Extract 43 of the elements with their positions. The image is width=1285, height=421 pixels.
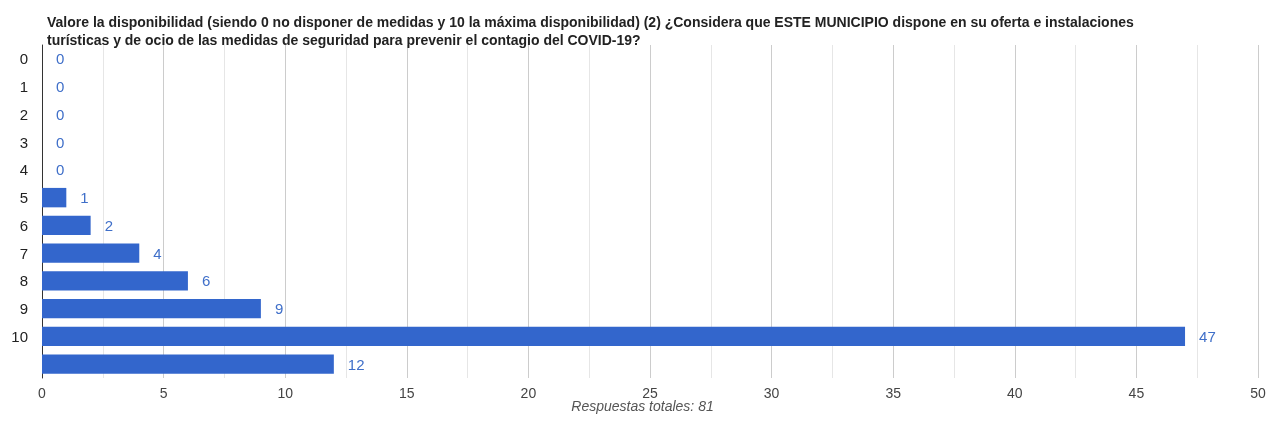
x-tick-label: 25: [642, 385, 658, 401]
y-tick-label: 9: [19, 300, 28, 318]
data-label: 0: [56, 161, 65, 179]
data-label: 4: [153, 244, 162, 262]
y-tick-label: 5: [19, 189, 28, 207]
y-tick-label: 4: [19, 161, 28, 179]
data-label: 47: [1199, 327, 1216, 345]
data-label: 6: [201, 272, 211, 290]
y-tick-label: 10: [11, 327, 28, 345]
bar: [42, 326, 1186, 347]
text: Respuestas totales: 81: [571, 398, 714, 414]
y-tick-label: 7: [19, 244, 28, 262]
x-tick-label: 10: [277, 385, 294, 401]
x-tick-label: 35: [885, 385, 902, 401]
bar: [42, 271, 188, 291]
data-label: 9: [274, 300, 284, 318]
bar: [42, 243, 140, 263]
data-label: 12: [347, 355, 365, 373]
x-tick-label: 50: [1250, 385, 1266, 401]
data-label: 0: [56, 78, 65, 96]
bar: [42, 298, 261, 319]
x-tick-label: 40: [1007, 385, 1023, 401]
data-label: 0: [56, 50, 65, 68]
x-tick-label: 20: [520, 385, 537, 401]
x-tick-label: 0: [38, 385, 47, 401]
x-tick-label: 30: [763, 385, 780, 401]
data-label: 2: [104, 216, 113, 234]
y-tick-label: 3: [19, 133, 28, 151]
chart-title: Valore la disponibilidad (siendo 0 no disponer de medidas y 10 la máxima disponibilidad) (2) ¿Considera que ESTE MUNICIPIO dispone en su oferta e instalaciones turísticas y de ocio de las medidas de seguridad para prevenir el contagio del COVID-19?: [47, 14, 1138, 48]
y-tick-label: 8: [19, 272, 28, 290]
x-tick-label: 5: [159, 385, 168, 401]
y-tick-label: 6: [19, 216, 28, 234]
data-label: 1: [80, 189, 89, 207]
bar: [42, 187, 67, 208]
x-tick-label: 45: [1128, 385, 1145, 401]
x-tick-label: 15: [399, 385, 415, 401]
y-tick-label: 1: [19, 78, 28, 96]
bar: [42, 215, 91, 236]
y-tick-label: 0: [19, 50, 28, 68]
bar: [42, 354, 334, 374]
data-label: 0: [56, 105, 65, 123]
data-label: 0: [56, 133, 65, 151]
y-tick-label: 2: [19, 105, 28, 123]
